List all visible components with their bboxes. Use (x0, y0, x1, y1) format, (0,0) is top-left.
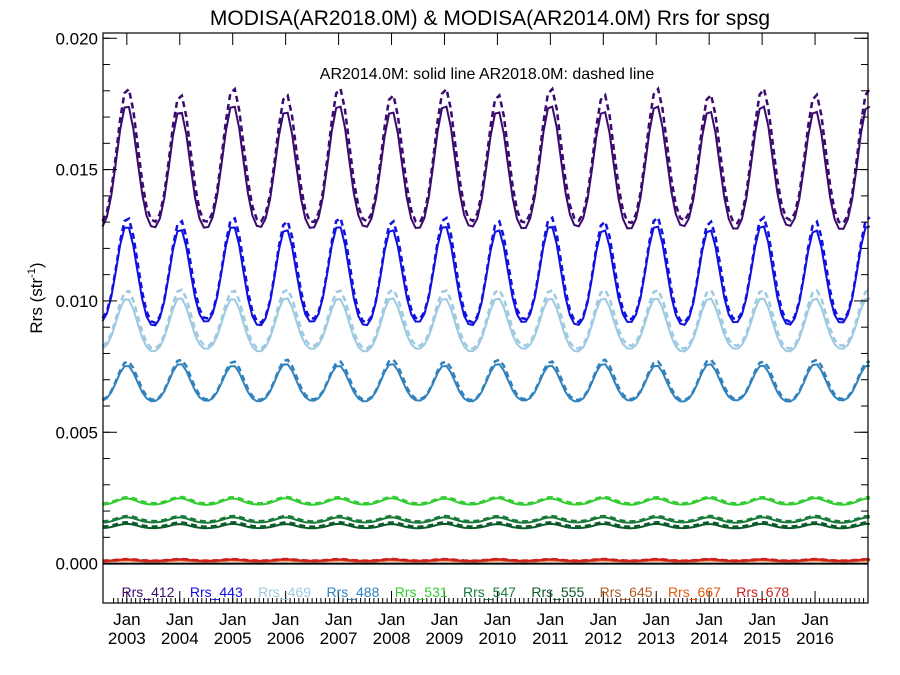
x-tick-label-year: 2004 (161, 629, 199, 648)
series-line-Rrs_555-solid (102, 522, 870, 530)
x-tick-label-year: 2014 (690, 629, 728, 648)
x-tick-label-year: 2012 (584, 629, 622, 648)
legend-item-Rrs_667: Rrs_667 (668, 584, 721, 600)
x-tick-label-year: 2006 (267, 629, 305, 648)
y-axis-label-sup: -1 (26, 268, 38, 278)
x-tick-label-month: Jan (166, 610, 193, 629)
x-tick-label-year: 2008 (373, 629, 411, 648)
x-tick-label-month: Jan (113, 610, 140, 629)
y-tick-label: 0.020 (55, 29, 98, 48)
y-axis-label-tail: ) (27, 262, 46, 268)
series-line-Rrs_469-solid (101, 297, 870, 353)
x-tick-label-year: 2016 (796, 629, 834, 648)
series-line-Rrs_412-dashed (101, 86, 871, 225)
legend-item-Rrs_469: Rrs_469 (258, 584, 311, 600)
y-tick-label: 0.005 (55, 423, 98, 442)
legend: Rrs_412 Rrs_443 Rrs_469 Rrs_488 Rrs_531 Rrs_5… (122, 584, 790, 600)
plot-frame (102, 32, 869, 604)
chart-subtitle: AR2014.0M: solid line AR2018.0M: dashed … (320, 66, 655, 83)
legend-item-Rrs_531: Rrs_531 (395, 584, 448, 600)
x-tick-label-month: Jan (695, 610, 722, 629)
x-tick-label-month: Jan (431, 610, 458, 629)
series-layer (101, 86, 871, 565)
y-axis-label: Rrs (str-1) (26, 262, 46, 333)
series-line-Rrs_412-solid (101, 105, 871, 230)
x-tick-label-month: Jan (590, 610, 617, 629)
series-line-Rrs_488-dashed (101, 358, 871, 402)
y-tick-label: 0.010 (55, 292, 98, 311)
x-tick-label-month: Jan (272, 610, 299, 629)
series-line-Rrs_531-dashed (102, 495, 870, 505)
legend-item-Rrs_488: Rrs_488 (326, 584, 379, 600)
x-tick-label-month: Jan (801, 610, 828, 629)
x-tick-label-year: 2011 (532, 629, 569, 648)
x-tick-label-month: Jan (325, 610, 352, 629)
series-line-Rrs_443-dashed (101, 215, 871, 325)
y-axis-label-main: Rrs (str (27, 278, 46, 334)
y-tick-label: 0.015 (55, 161, 98, 180)
x-tick-label-year: 2015 (743, 629, 781, 648)
series-line-Rrs_469-dashed (101, 288, 871, 350)
x-tick-label-year: 2005 (214, 629, 252, 648)
x-tick-label-year: 2013 (637, 629, 675, 648)
x-tick-label-month: Jan (219, 610, 246, 629)
legend-item-Rrs_412: Rrs_412 (122, 584, 175, 600)
legend-item-Rrs_678: Rrs_678 (736, 584, 789, 600)
x-tick-label-month: Jan (537, 610, 564, 629)
x-tick-label-year: 2010 (478, 629, 516, 648)
legend-item-Rrs_645: Rrs_645 (600, 584, 653, 600)
axes-layer: 0.0000.0050.0100.0150.020Jan2003Jan2004J… (55, 29, 869, 648)
series-line-Rrs_547-dashed (102, 514, 870, 523)
legend-item-Rrs_547: Rrs_547 (463, 584, 516, 600)
legend-item-Rrs_443: Rrs_443 (190, 584, 243, 600)
y-tick-label: 0.000 (55, 555, 98, 574)
x-tick-label-month: Jan (643, 610, 670, 629)
x-tick-label-month: Jan (484, 610, 511, 629)
x-tick-label-month: Jan (748, 610, 775, 629)
series-line-Rrs_678-dashed (102, 557, 870, 562)
series-line-Rrs_555-dashed (102, 521, 870, 528)
chart-title: MODISA(AR2018.0M) & MODISA(AR2014.0M) Rr… (210, 7, 770, 30)
x-tick-label-year: 2009 (426, 629, 464, 648)
x-tick-label-year: 2007 (320, 629, 358, 648)
legend-item-Rrs_555: Rrs_555 (531, 584, 584, 600)
x-tick-label-year: 2003 (108, 629, 146, 648)
x-tick-label-month: Jan (378, 610, 405, 629)
